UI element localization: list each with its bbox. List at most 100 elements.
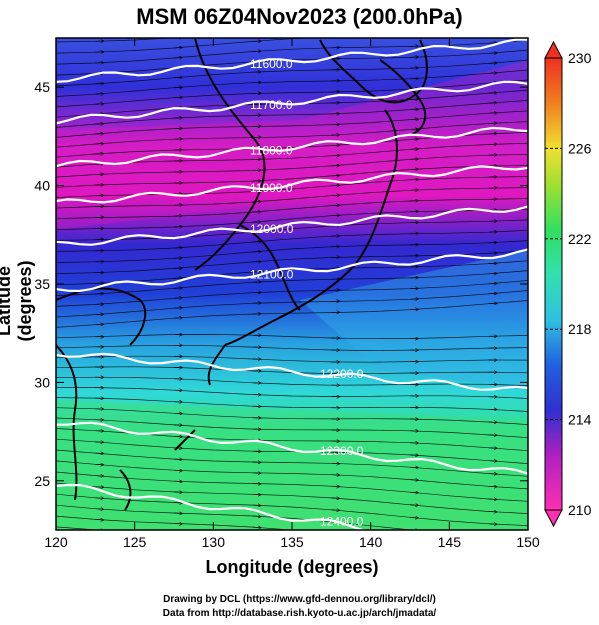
temperature-field [56, 38, 528, 530]
streamline [56, 387, 528, 399]
y-axis-ticks: 25 30 35 40 45 [34, 79, 528, 489]
streamline [56, 493, 528, 526]
contour-line [56, 165, 528, 204]
streamline [56, 187, 528, 209]
coastline-ryukyu [174, 429, 196, 451]
colorbar [544, 57, 563, 511]
coastline-hokkaido [379, 59, 427, 136]
streamline-arrow [174, 544, 182, 545]
colorbar-min-triangle [544, 509, 563, 528]
streamline [56, 59, 528, 87]
streamline [56, 142, 528, 168]
streamline [56, 344, 528, 351]
contour-label: 12400.0 [320, 515, 364, 529]
contour-label: 12300.0 [320, 444, 364, 458]
x-tick-label: 120 [44, 534, 68, 550]
streamline-arrow [489, 536, 497, 537]
x-tick-label: 150 [516, 534, 540, 550]
streamline [56, 154, 528, 178]
y-axis-label: Latitude (degrees) [0, 260, 35, 342]
x-tick-label: 145 [438, 534, 462, 550]
contour-label: 11900.0 [250, 181, 293, 195]
contour-label: 12200.0 [320, 367, 364, 381]
x-tick-label: 140 [359, 534, 383, 550]
streamline-arrow [95, 519, 103, 520]
streamline-arrow [410, 555, 418, 556]
streamline [56, 300, 528, 328]
contour-line [56, 421, 528, 475]
jet-core-shading [56, 60, 528, 230]
streamline [56, 449, 528, 477]
streamline-arrow [174, 534, 182, 535]
streamline-arrow [252, 527, 261, 528]
streamline-arrow [95, 540, 103, 541]
colorbar-tick-label: 226 [568, 140, 592, 156]
streamline [56, 376, 528, 386]
credit-drawing: Drawing by DCL (https://www.gfd-dennou.o… [163, 594, 436, 605]
y-tick-label: 30 [34, 374, 50, 390]
streamline [56, 79, 528, 108]
colorbar-tick-label: 210 [568, 502, 592, 518]
streamline [56, 280, 528, 307]
contour-label: 12000.0 [250, 222, 294, 236]
coastline-china-east [56, 287, 147, 346]
streamline [56, 471, 528, 502]
x-axis-label: Longitude (degrees) [205, 557, 379, 577]
x-tick-label: 130 [202, 534, 226, 550]
colorbar-max-triangle [544, 40, 563, 59]
streamline [56, 460, 528, 490]
x-tick-label: 125 [123, 534, 147, 550]
streamline [56, 219, 528, 241]
streamline-arrow [331, 510, 339, 511]
streamline [56, 240, 528, 263]
streamline-arrow [173, 513, 182, 514]
streamline-arrow [331, 534, 339, 535]
y-tick-label: 40 [34, 178, 50, 194]
colorbar-ticks: 210 214 218 222 226 230 [545, 50, 592, 518]
coastline-honshu [224, 109, 398, 346]
streamline [56, 165, 528, 188]
streamline [56, 355, 528, 363]
contour-line [63, 38, 81, 39]
contour-line [56, 205, 528, 246]
colorbar-tick-label: 218 [568, 321, 592, 337]
streamline-arrow [331, 546, 339, 547]
coastline-korea-north [194, 38, 266, 271]
coastline-sakhalin [319, 39, 428, 104]
coastline-korean-peninsula [239, 224, 301, 311]
streamline-arrow [173, 523, 182, 524]
x-axis-ticks: 120 125 130 135 140 145 150 [44, 38, 540, 550]
contour-label: 11800.0 [250, 143, 293, 157]
streamline [56, 198, 528, 219]
streamline-arrow [489, 548, 497, 549]
streamline [56, 397, 528, 412]
streamline [56, 270, 528, 296]
contour-line [56, 483, 399, 530]
colorbar-tick-label: 214 [568, 412, 592, 428]
geopotential-contours: 11500.0 11600.0 11700.0 11800.0 11900.0 12000… [56, 14, 528, 530]
contour-label: 12100.0 [250, 267, 294, 281]
streamline-arrow [410, 542, 418, 543]
streamline-arrow [409, 517, 418, 518]
streamline [56, 69, 528, 97]
streamline [56, 290, 528, 318]
streamline [56, 515, 295, 530]
contour-line [56, 126, 528, 168]
plot-title: MSM 06Z04Nov2023 (200.0hPa) [136, 4, 463, 29]
streamline [56, 229, 528, 252]
streamline [56, 100, 528, 128]
colorbar-tick-label: 222 [568, 231, 592, 247]
streamline [56, 407, 528, 425]
streamline [56, 482, 528, 514]
contour-label: 11600.0 [250, 57, 293, 71]
streamline [56, 504, 417, 530]
streamline-arrow [173, 503, 182, 504]
streamline [56, 366, 528, 375]
coastline-china-south [56, 344, 78, 501]
contour-label: 11500.0 [250, 14, 293, 28]
contour-line [56, 80, 528, 125]
contour-label: 11700.0 [250, 98, 293, 112]
streamline-arrow [253, 538, 261, 539]
